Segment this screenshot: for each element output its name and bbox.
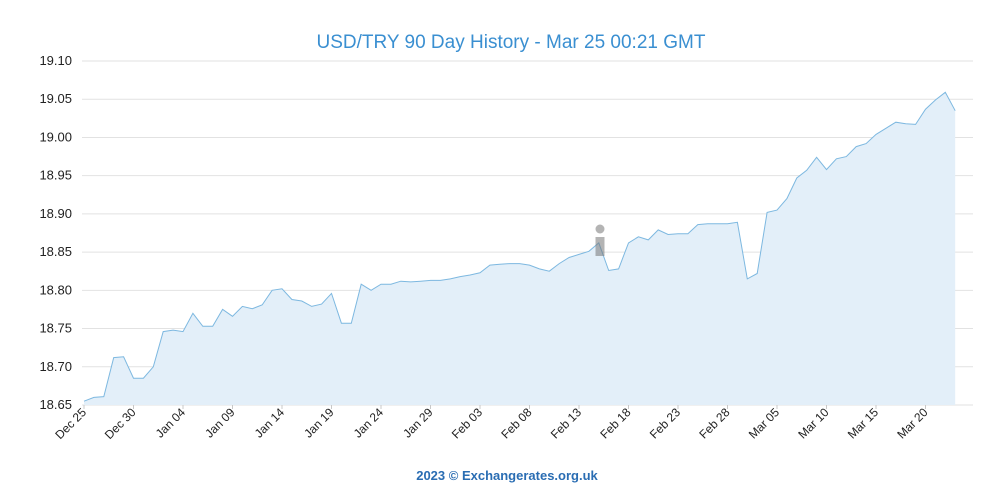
series-area-fill bbox=[84, 92, 956, 406]
chart-title: USD/TRY 90 Day History - Mar 25 00:21 GM… bbox=[317, 32, 706, 53]
x-tick-label: Feb 23 bbox=[647, 405, 684, 442]
y-tick-label: 18.85 bbox=[39, 244, 72, 259]
watermark-logo bbox=[595, 224, 605, 256]
x-tick-label: Feb 08 bbox=[498, 405, 535, 442]
y-tick-label: 18.90 bbox=[39, 206, 72, 221]
y-tick-label: 18.80 bbox=[39, 282, 72, 297]
x-tick-label: Feb 03 bbox=[449, 405, 486, 442]
y-axis-ticks: 18.65 18.70 18.75 18.80 18.85 18.90 18.95 19.00… bbox=[39, 53, 72, 412]
x-tick-label: Feb 13 bbox=[548, 405, 585, 442]
x-tick-label: Jan 19 bbox=[301, 405, 337, 441]
x-tick-label: Mar 15 bbox=[845, 405, 882, 442]
y-tick-label: 19.10 bbox=[39, 53, 72, 68]
x-tick-label: Mar 05 bbox=[746, 405, 783, 442]
x-tick-label: Dec 30 bbox=[102, 405, 139, 442]
y-tick-label: 18.95 bbox=[39, 168, 72, 183]
x-tick-label: Jan 14 bbox=[252, 405, 288, 441]
y-tick-label: 19.05 bbox=[39, 91, 72, 106]
x-axis-ticks: Dec 25 Dec 30 Jan 04 Jan 09 Jan 14 Jan 19 Jan … bbox=[52, 405, 931, 442]
credit-text: 2023 © Exchangerates.org.uk bbox=[416, 468, 598, 483]
x-tick-label: Jan 29 bbox=[400, 405, 436, 441]
x-tick-label: Mar 10 bbox=[795, 405, 832, 442]
x-tick-label: Jan 24 bbox=[351, 405, 387, 441]
y-tick-label: 18.70 bbox=[39, 359, 72, 374]
series-line bbox=[83, 91, 956, 402]
y-tick-label: 18.75 bbox=[39, 321, 72, 336]
y-tick-label: 19.00 bbox=[39, 129, 72, 144]
x-tick-label: Mar 20 bbox=[894, 405, 931, 442]
y-tick-label: 18.65 bbox=[39, 397, 72, 412]
x-tick-label: Jan 04 bbox=[153, 405, 189, 441]
x-tick-label: Jan 09 bbox=[202, 405, 238, 441]
x-tick-label: Feb 28 bbox=[696, 405, 733, 442]
x-tick-label: Feb 18 bbox=[597, 405, 634, 442]
plot-area bbox=[83, 91, 956, 406]
